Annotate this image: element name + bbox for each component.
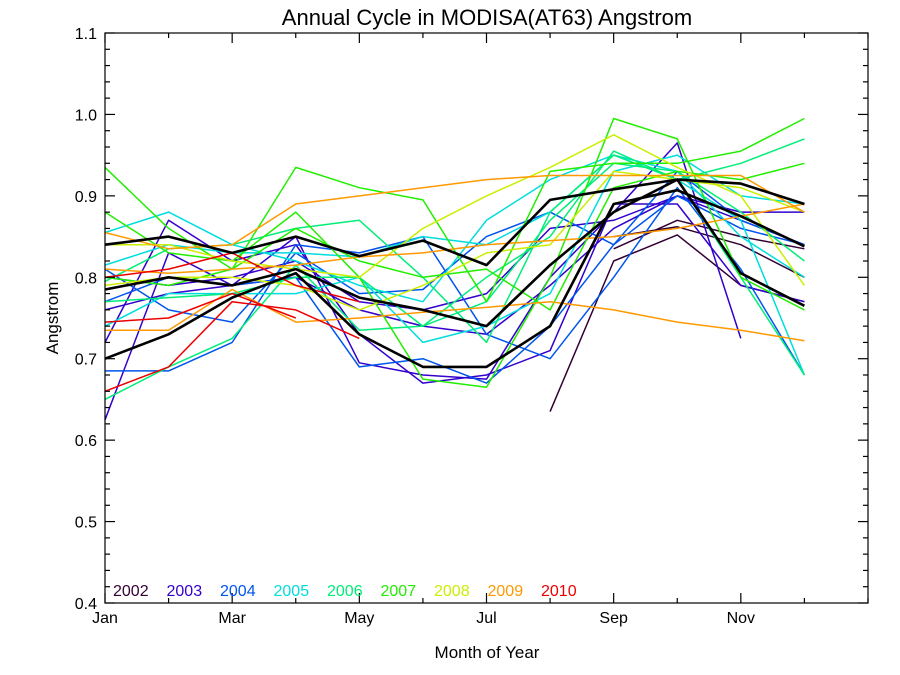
series-line-18 xyxy=(104,117,805,388)
legend-label-2004: 2004 xyxy=(220,583,256,600)
x-axis-label: Month of Year xyxy=(435,643,540,662)
legend-label-2007: 2007 xyxy=(381,583,417,600)
series-line-25 xyxy=(104,300,360,393)
series-line-16 xyxy=(104,162,805,327)
legend-label-2010: 2010 xyxy=(541,583,577,600)
ticks-layer xyxy=(104,32,869,604)
y-tick-label: 1.1 xyxy=(75,26,97,43)
legend-label-2006: 2006 xyxy=(327,583,363,600)
legend: 2002 2003 2004 2005 2006 2007 2008 2009 2010 xyxy=(113,583,577,600)
series-line-30 xyxy=(104,178,805,328)
y-tick-label: 1.0 xyxy=(75,107,97,124)
chart-title: Annual Cycle in MODISA(AT63) Angstrom xyxy=(282,5,692,30)
y-axis-label: Angstrom xyxy=(43,282,62,355)
x-tick-label: Nov xyxy=(727,610,755,627)
legend-label-2009: 2009 xyxy=(488,583,524,600)
legend-label-2005: 2005 xyxy=(274,583,310,600)
y-tick-label: 0.7 xyxy=(75,352,97,369)
series-line-7 xyxy=(104,195,805,336)
legend-label-2003: 2003 xyxy=(167,583,203,600)
series-layer xyxy=(104,117,806,421)
y-tick-label: 0.6 xyxy=(75,433,97,450)
legend-label-2008: 2008 xyxy=(434,583,470,600)
tick-labels: Jan Mar May Jul Sep Nov 0.4 0.5 0.6 0.7 0.8 0.9 1.0 1… xyxy=(75,26,755,627)
series-line-28 xyxy=(104,178,805,267)
x-tick-label: May xyxy=(344,610,374,627)
series-line-9 xyxy=(104,195,805,323)
series-line-23 xyxy=(105,288,805,342)
x-tick-label: Sep xyxy=(599,610,628,627)
series-line-26 xyxy=(104,292,297,323)
plot-frame xyxy=(104,32,869,604)
series-line-22 xyxy=(104,174,805,250)
x-tick-label: Jan xyxy=(92,610,118,627)
y-tick-label: 0.9 xyxy=(75,189,97,206)
series-line-12 xyxy=(104,154,805,278)
y-tick-label: 0.4 xyxy=(75,596,97,613)
x-tick-label: Jul xyxy=(476,610,496,627)
series-line-5 xyxy=(104,203,805,384)
x-tick-label: Mar xyxy=(218,610,246,627)
series-line-24 xyxy=(104,203,805,274)
series-line-20 xyxy=(105,134,806,286)
series-line-11 xyxy=(104,154,806,376)
y-tick-label: 0.5 xyxy=(75,515,97,532)
y-tick-label: 0.8 xyxy=(75,270,97,287)
legend-label-2002: 2002 xyxy=(113,583,149,600)
